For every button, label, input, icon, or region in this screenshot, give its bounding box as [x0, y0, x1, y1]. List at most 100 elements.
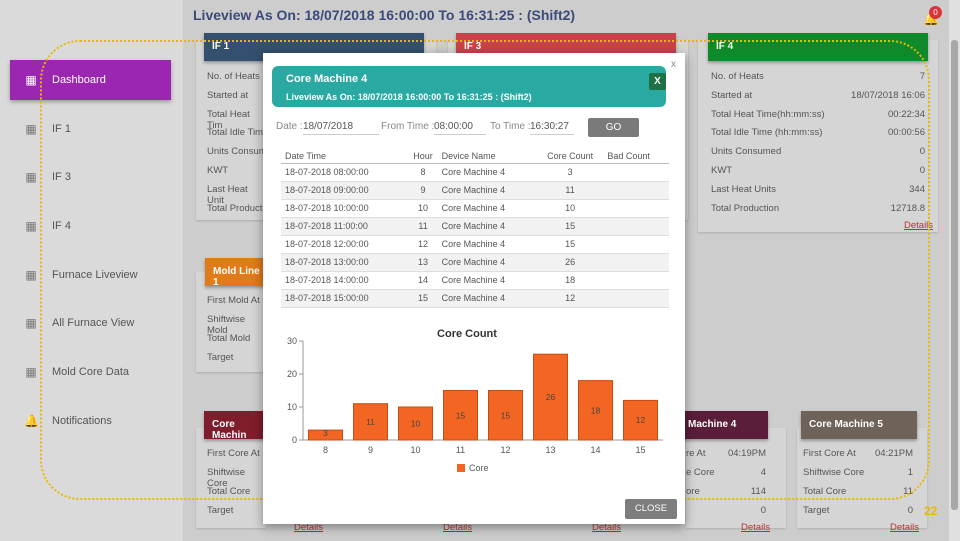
row-label: Shiftwise Core [803, 467, 865, 478]
page-title: Liveview As On: 18/07/2018 16:00:00 To 1… [193, 7, 576, 23]
sidebar-item-label: Notifications [52, 415, 112, 427]
cm-details-link[interactable]: Details [443, 522, 473, 533]
x-tick-label: 10 [410, 445, 420, 455]
card-row: Total Core [207, 486, 265, 497]
table-cell: 11 [404, 217, 438, 236]
row-label: re At [686, 448, 706, 459]
excel-icon[interactable]: X [649, 73, 666, 90]
cm-details-link[interactable]: Details [592, 522, 622, 533]
sidebar-item-mold-core-data[interactable]: ▦ Mold Core Data [10, 352, 171, 392]
from-time-label: From Time : [381, 121, 435, 132]
bar-value-label: 26 [546, 392, 556, 402]
row-label: Total Mold [207, 333, 251, 344]
x-tick-label: 15 [635, 445, 645, 455]
sidebar-item-if-1[interactable]: ▦ IF 1 [10, 109, 171, 149]
card-row: Total Product [207, 203, 267, 214]
row-value: 0 [919, 146, 925, 158]
table-cell: 18-07-2018 15:00:00 [281, 289, 405, 308]
table-row: 18-07-2018 14:00:00 14 Core Machine 4 18 [281, 271, 669, 290]
table-cell [603, 235, 669, 254]
bar-value-label: 12 [636, 415, 646, 425]
table-row: 18-07-2018 11:00:00 11 Core Machine 4 15 [281, 217, 669, 236]
row-value: 18/07/2018 16:06 [851, 89, 925, 101]
card-cm3-header: Core Machin [204, 411, 274, 441]
card-row: Units Consum [207, 146, 267, 157]
sidebar-item-label: Furnace Liveview [52, 269, 138, 281]
scrollbar-thumb[interactable] [951, 40, 958, 510]
card-row: Total Production 12718.8 [711, 203, 925, 214]
x-tick-label: 11 [456, 445, 465, 455]
sidebar: ▦ Dashboard ▦ IF 1 ▦ IF 3 ▦ IF 4 ▦ Furnace Livevi… [0, 0, 183, 541]
card-row: e Core 4 [686, 467, 766, 478]
card-core-machine-4 [686, 428, 786, 528]
grid-icon: ▦ [25, 268, 37, 282]
y-tick-label: 10 [287, 402, 297, 412]
from-time-input[interactable]: 08:00:00 [434, 121, 486, 135]
modal-title: Core Machine 4 [286, 73, 368, 85]
card-row: 0 [686, 505, 766, 516]
date-input[interactable]: 18/07/2018 [303, 121, 379, 135]
table-cell: 18 [532, 271, 604, 290]
bar-value-label: 18 [591, 405, 601, 415]
core-count-table: Date Time Hour Device Name Core Count Bad Co… [281, 149, 669, 308]
table-cell: Core Machine 4 [437, 235, 533, 254]
x-tick-label: 9 [368, 445, 373, 455]
sidebar-item-notifications[interactable]: 🔔 Notifications [10, 401, 171, 441]
legend-swatch [457, 464, 465, 472]
card-row: Total Heat Tim [207, 109, 267, 131]
legend-label: Core [469, 463, 489, 473]
modal-header: Core Machine 4 Liveview As On: 18/07/201… [272, 66, 666, 107]
row-label: First Core At [207, 448, 260, 459]
card-row: Last Heat Units 344 [711, 184, 925, 195]
go-button[interactable]: GO [588, 118, 639, 137]
row-label: First Mold At [207, 295, 260, 306]
x-tick-label: 12 [500, 445, 510, 455]
row-label: No. of Heats [207, 71, 260, 82]
card-core-machine-3 [196, 428, 266, 528]
table-cell: 12 [532, 289, 604, 308]
card-row: Total Heat Time(hh:mm:ss) 00:22:34 [711, 109, 925, 120]
grid-icon: ▦ [25, 122, 37, 136]
dashboard-icon: ▦ [25, 73, 37, 87]
table-row: 18-07-2018 13:00:00 13 Core Machine 4 26 [281, 253, 669, 272]
table-cell: 18-07-2018 12:00:00 [281, 235, 405, 254]
sidebar-item-furnace-liveview[interactable]: ▦ Furnace Liveview [10, 255, 171, 295]
row-value: 00:00:56 [888, 127, 925, 139]
row-label: Total Idle Tim [207, 127, 263, 139]
sidebar-item-if-3[interactable]: ▦ IF 3 [10, 157, 171, 197]
row-label: No. of Heats [711, 71, 764, 82]
if4-details-link[interactable]: Details [904, 220, 934, 231]
close-icon[interactable]: x [671, 59, 676, 70]
y-tick-label: 20 [287, 369, 297, 379]
sidebar-item-all-furnace-view[interactable]: ▦ All Furnace View [10, 303, 171, 343]
card-row: First Core At [207, 448, 265, 459]
to-time-input[interactable]: 16:30:27 [530, 121, 574, 135]
row-label: Target [207, 505, 234, 516]
cm5-details-link[interactable]: Details [890, 522, 920, 533]
cm4-details-link[interactable]: Details [741, 522, 771, 533]
table-cell: Core Machine 4 [437, 271, 533, 290]
table-cell: 10 [404, 199, 438, 218]
row-value: 00:22:34 [888, 108, 925, 120]
card-row: Last Heat Unit [207, 184, 267, 206]
sidebar-item-if-4[interactable]: ▦ IF 4 [10, 206, 171, 246]
cm3-details-link[interactable]: Details [294, 522, 324, 533]
table-cell: 12 [404, 235, 438, 254]
table-cell: 11 [532, 181, 604, 200]
sidebar-item-dashboard[interactable]: ▦ Dashboard [10, 60, 171, 100]
core-machine-modal: Core Machine 4 Liveview As On: 18/07/201… [263, 53, 685, 524]
row-label: Total Core [207, 486, 251, 497]
table-cell: 18-07-2018 09:00:00 [281, 181, 405, 200]
card-mold-line [196, 272, 266, 372]
table-cell: 15 [532, 217, 604, 236]
bar-value-label: 11 [366, 417, 375, 427]
to-time-label: To Time : [490, 121, 531, 132]
core-count-chart: Core Count 0 10 20 30 3 8 11 9 10 10 15 11 15 12 26 13 18… [287, 328, 663, 473]
vertical-scrollbar[interactable] [949, 0, 960, 541]
close-button[interactable]: CLOSE [625, 499, 677, 519]
row-label: Total Heat Tim [207, 108, 250, 131]
table-cell [603, 271, 669, 290]
card-row: Target 0 [803, 505, 913, 516]
row-label: KWT [207, 165, 229, 176]
bar-value-label: 15 [501, 410, 511, 420]
